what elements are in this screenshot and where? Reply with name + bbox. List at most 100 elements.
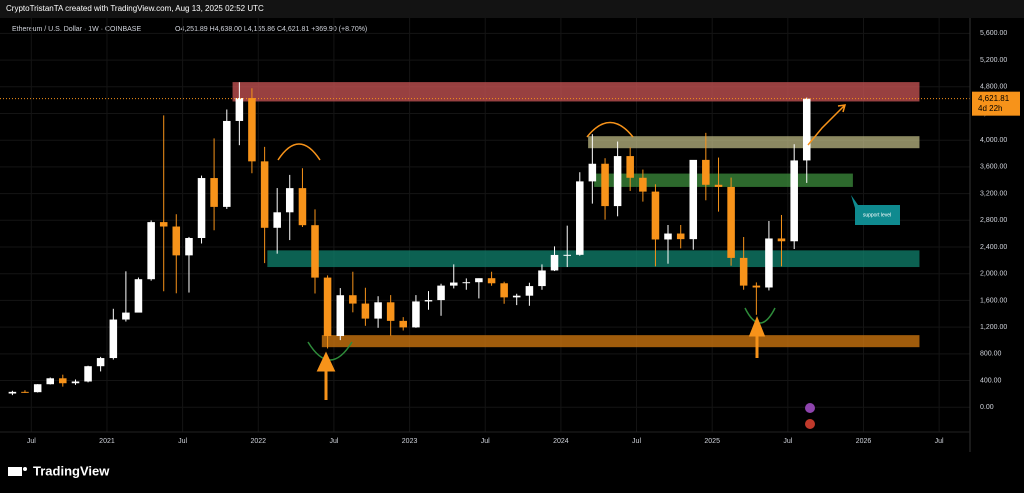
credit: CryptoTristanTA created with TradingView… <box>6 4 264 13</box>
candle-body <box>576 181 584 255</box>
candle-body <box>475 278 483 283</box>
x-tick-label: 2024 <box>553 438 569 445</box>
x-tick-label: 2022 <box>250 438 266 445</box>
annotation: support level <box>863 212 891 218</box>
y-tick-label: 5,600.00 <box>980 30 1007 37</box>
candle-body <box>46 378 54 385</box>
price-label-box <box>972 91 1020 116</box>
candle-body <box>412 301 420 328</box>
candle-body <box>223 120 231 207</box>
candle-body <box>790 160 798 242</box>
zone <box>232 82 920 102</box>
candle-body <box>563 254 572 256</box>
logo-mark <box>8 467 22 476</box>
arc <box>586 121 634 138</box>
projection-arrow <box>807 104 847 146</box>
x-tick-label: Jul <box>27 438 36 445</box>
candle-body <box>109 319 118 359</box>
candle-body <box>449 282 458 286</box>
candle-body <box>639 177 647 192</box>
arc <box>744 307 776 324</box>
candle-body <box>424 300 433 302</box>
event-icon <box>805 403 815 413</box>
candle-body <box>8 391 17 394</box>
candle-body <box>689 159 698 240</box>
candle-body <box>311 225 319 278</box>
candle-body <box>802 98 811 161</box>
logo-mark <box>23 467 27 471</box>
candle-body <box>462 282 471 284</box>
brand: TradingView <box>33 463 110 478</box>
candle-body <box>260 161 269 228</box>
candle-body <box>613 156 622 207</box>
x-tick-label: Jul <box>481 438 490 445</box>
x-tick-label: 2026 <box>856 438 872 445</box>
candle-body <box>248 98 256 162</box>
x-tick-label: 2025 <box>704 438 720 445</box>
candle-body <box>159 222 168 227</box>
y-tick-label: 800.00 <box>980 351 1002 358</box>
candle-body <box>651 191 660 240</box>
y-tick-label: 2,800.00 <box>980 217 1007 224</box>
candle-body <box>185 238 193 256</box>
candle-body <box>122 312 130 320</box>
candle-body <box>210 178 218 207</box>
candle-body <box>235 98 244 121</box>
candle-body <box>664 233 672 240</box>
y-tick-label: 2,000.00 <box>980 271 1007 278</box>
candle-body <box>777 238 786 242</box>
candle-body <box>323 277 332 337</box>
candle-body <box>386 302 395 321</box>
candle-body <box>512 295 521 298</box>
y-tick-label: 4,000.00 <box>980 137 1007 144</box>
candle-body <box>702 159 710 185</box>
candle-body <box>676 233 685 240</box>
candle-body <box>59 378 67 384</box>
candle-body <box>550 254 559 271</box>
header-bar <box>0 0 1024 18</box>
candle-body <box>727 186 735 258</box>
candle-body <box>147 222 155 280</box>
y-tick-label: 5,200.00 <box>980 57 1007 64</box>
y-tick-label: 1,200.00 <box>980 324 1007 331</box>
ohlc-legend: O4,251.89 H4,638.00 L4,165.86 C4,621.81 … <box>175 26 367 33</box>
candle-body <box>500 283 508 298</box>
candle-body <box>336 295 345 337</box>
candle-body <box>71 381 80 384</box>
chart-title: Ethereum / U.S. Dollar · 1W · COINBASE <box>12 26 141 33</box>
zone <box>588 136 920 149</box>
arc <box>277 143 321 161</box>
candle-body <box>374 302 382 319</box>
candle-body <box>33 384 42 393</box>
y-tick-label: 3,600.00 <box>980 164 1007 171</box>
candle-body <box>96 358 105 367</box>
x-tick-label: Jul <box>632 438 641 445</box>
candle-body <box>437 285 445 301</box>
candle-body <box>84 366 92 382</box>
candle-body <box>399 320 407 328</box>
up-arrow <box>316 351 336 400</box>
candle-body <box>714 184 723 187</box>
plot-area <box>0 18 970 432</box>
x-tick-label: Jul <box>329 438 338 445</box>
up-arrow <box>748 315 766 358</box>
y-tick-label: 1,600.00 <box>980 297 1007 304</box>
candle-body <box>765 238 773 288</box>
candle-body <box>273 212 281 228</box>
candle-body <box>298 188 307 226</box>
candle-body <box>626 156 634 178</box>
y-tick-label: 0.00 <box>980 404 994 411</box>
last-price-label: 4,621.81 <box>978 94 1010 103</box>
candle-body <box>197 178 206 239</box>
y-tick-label: 400.00 <box>980 377 1002 384</box>
candle-body <box>538 270 546 287</box>
candle-body <box>361 303 370 319</box>
x-tick-label: Jul <box>178 438 187 445</box>
candle-body <box>588 163 597 182</box>
zone <box>594 173 853 187</box>
y-tick-label: 2,400.00 <box>980 244 1007 251</box>
candle-body <box>172 226 181 256</box>
x-tick-label: Jul <box>783 438 792 445</box>
drawings <box>277 104 900 400</box>
